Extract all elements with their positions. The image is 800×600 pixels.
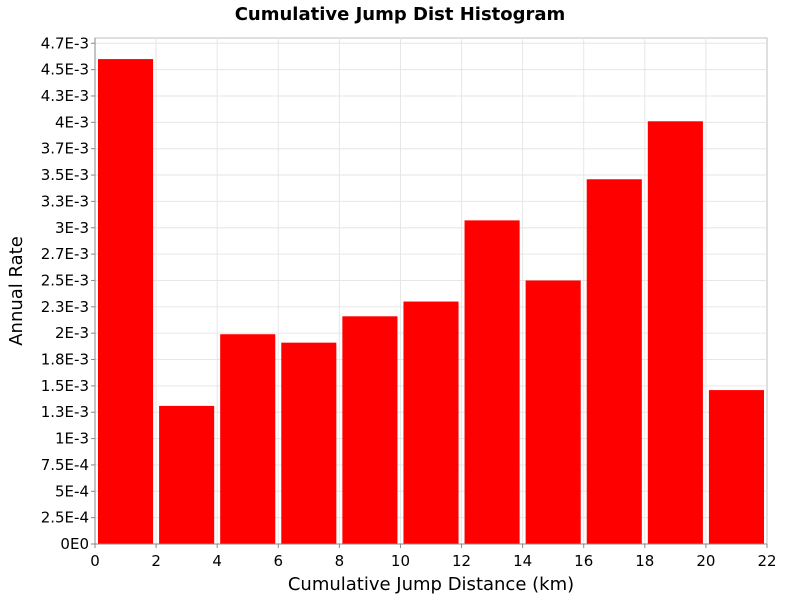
histogram-bar (220, 334, 276, 544)
x-axis-label: Cumulative Jump Distance (km) (288, 574, 574, 595)
histogram-bar (403, 301, 459, 544)
y-tick-label: 2.7E-3 (41, 245, 89, 263)
histogram-bar (342, 316, 398, 544)
y-tick-label: 1.8E-3 (41, 351, 89, 369)
x-tick-label: 16 (574, 552, 593, 570)
x-tick-label: 12 (452, 552, 471, 570)
chart-title: Cumulative Jump Dist Histogram (235, 4, 566, 25)
y-tick-label: 2.5E-3 (41, 271, 89, 289)
y-tick-label: 3.3E-3 (41, 192, 89, 210)
x-tick-label: 14 (513, 552, 532, 570)
histogram-bar (464, 220, 520, 544)
histogram-bar (708, 390, 764, 544)
y-tick-label: 4.5E-3 (41, 61, 89, 79)
y-tick-label: 4.3E-3 (41, 87, 89, 105)
y-tick-label: 4.7E-3 (41, 34, 89, 52)
x-tick-label: 0 (90, 552, 100, 570)
y-tick-label: 2.5E-4 (41, 509, 89, 527)
x-axis-ticks: 0 2 4 6 8 10 12 14 16 18 20 22 (90, 544, 777, 570)
y-tick-label: 1E-3 (55, 430, 89, 448)
y-axis-ticks: 0E0 2.5E-4 5E-4 7.5E-4 1E-3 1.3E-3 1.5E-3 1.8E-… (41, 34, 95, 553)
x-tick-label: 22 (757, 552, 776, 570)
y-tick-label: 1.3E-3 (41, 403, 89, 421)
histogram-bar (159, 405, 215, 544)
y-tick-label: 3.5E-3 (41, 166, 89, 184)
y-tick-label: 5E-4 (55, 482, 89, 500)
x-tick-label: 18 (635, 552, 654, 570)
y-tick-label: 4E-3 (55, 113, 89, 131)
y-tick-label: 1.5E-3 (41, 377, 89, 395)
x-tick-label: 10 (391, 552, 410, 570)
y-tick-label: 0E0 (60, 535, 89, 553)
y-tick-label: 3E-3 (55, 219, 89, 237)
x-tick-label: 20 (696, 552, 715, 570)
x-tick-label: 8 (335, 552, 345, 570)
y-tick-label: 2E-3 (55, 324, 89, 342)
y-tick-label: 7.5E-4 (41, 456, 89, 474)
histogram-bar (281, 342, 337, 544)
y-axis-label: Annual Rate (6, 236, 27, 346)
bars (98, 59, 764, 544)
x-tick-label: 2 (151, 552, 161, 570)
histogram-bar (525, 280, 581, 544)
x-tick-label: 6 (273, 552, 283, 570)
y-tick-label: 2.3E-3 (41, 298, 89, 316)
histogram-bar (98, 59, 154, 544)
histogram-bar (647, 121, 703, 544)
y-tick-label: 3.7E-3 (41, 140, 89, 158)
histogram-bar (586, 179, 642, 544)
x-tick-label: 4 (212, 552, 222, 570)
